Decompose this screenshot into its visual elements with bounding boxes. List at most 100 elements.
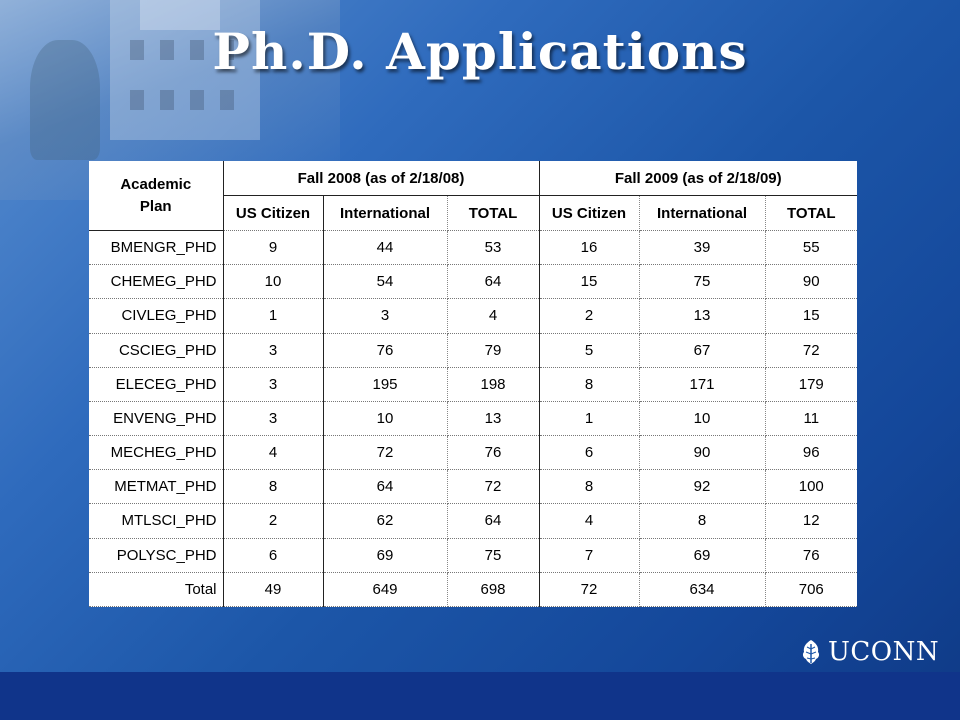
- value-cell: 4: [447, 298, 540, 334]
- value-cell: 634: [639, 572, 766, 608]
- value-cell: 198: [447, 367, 540, 402]
- value-cell: 2: [539, 298, 640, 334]
- value-cell: 76: [447, 435, 540, 471]
- background-tree: [30, 40, 100, 160]
- academic-plan-header: Academic Plan: [89, 161, 224, 231]
- value-cell: 8: [639, 503, 766, 539]
- oak-leaf-icon: [802, 640, 820, 664]
- value-cell: 44: [323, 230, 448, 266]
- value-cell: 3: [223, 401, 324, 437]
- plan-cell: CHEMEG_PHD: [89, 264, 224, 300]
- plan-cell: CIVLEG_PHD: [89, 298, 224, 334]
- value-cell: 69: [323, 538, 448, 573]
- table-row: ELECEG_PHD 3 195 198 8 171 179: [89, 367, 858, 402]
- value-cell: 4: [223, 435, 324, 471]
- value-cell: 100: [765, 469, 858, 505]
- applications-table: Academic Plan Fall 2008 (as of 2/18/08) …: [89, 161, 858, 608]
- plan-cell: Total: [89, 572, 224, 608]
- value-cell: 171: [639, 367, 766, 402]
- slide-title: Ph.D. Applications: [212, 22, 748, 81]
- table-row: ENVENG_PHD 3 10 13 1 10 11: [89, 401, 858, 437]
- plan-cell: MECHEG_PHD: [89, 435, 224, 471]
- value-cell: 7: [539, 538, 640, 573]
- value-cell: 8: [539, 367, 640, 402]
- fall-2009-header: Fall 2009 (as of 2/18/09): [539, 161, 858, 196]
- value-cell: 75: [639, 264, 766, 300]
- value-cell: 69: [639, 538, 766, 573]
- value-cell: 75: [447, 538, 540, 573]
- value-cell: 53: [447, 230, 540, 266]
- plan-cell: BMENGR_PHD: [89, 230, 224, 266]
- value-cell: 64: [447, 503, 540, 539]
- value-cell: 15: [765, 298, 858, 334]
- table-row: CSCIEG_PHD 3 76 79 5 67 72: [89, 333, 858, 368]
- value-cell: 76: [323, 333, 448, 368]
- value-cell: 6: [223, 538, 324, 573]
- value-cell: 11: [765, 401, 858, 437]
- col-header-total-2008: TOTAL: [447, 195, 540, 231]
- col-header-international-2008: International: [323, 195, 448, 231]
- value-cell: 9: [223, 230, 324, 266]
- table-row: CIVLEG_PHD 1 3 4 2 13 15: [89, 298, 858, 334]
- value-cell: 92: [639, 469, 766, 505]
- footer-band: [0, 672, 960, 720]
- table-row: MTLSCI_PHD 2 62 64 4 8 12: [89, 503, 858, 539]
- value-cell: 179: [765, 367, 858, 402]
- plan-cell: ENVENG_PHD: [89, 401, 224, 437]
- table-row: Total 49 649 698 72 634 706: [89, 572, 858, 608]
- table-row: BMENGR_PHD 9 44 53 16 39 55: [89, 230, 858, 266]
- value-cell: 90: [639, 435, 766, 471]
- value-cell: 1: [539, 401, 640, 437]
- value-cell: 698: [447, 572, 540, 608]
- background-roof: [140, 0, 220, 30]
- table-row: POLYSC_PHD 6 69 75 7 69 76: [89, 538, 858, 573]
- value-cell: 72: [323, 435, 448, 471]
- table-row: CHEMEG_PHD 10 54 64 15 75 90: [89, 264, 858, 300]
- value-cell: 15: [539, 264, 640, 300]
- value-cell: 49: [223, 572, 324, 608]
- value-cell: 96: [765, 435, 858, 471]
- table-row: MECHEG_PHD 4 72 76 6 90 96: [89, 435, 858, 471]
- value-cell: 72: [447, 469, 540, 505]
- plan-cell: ELECEG_PHD: [89, 367, 224, 402]
- value-cell: 55: [765, 230, 858, 266]
- value-cell: 5: [539, 333, 640, 368]
- plan-cell: METMAT_PHD: [89, 469, 224, 505]
- plan-cell: POLYSC_PHD: [89, 538, 224, 573]
- col-header-total-2009: TOTAL: [765, 195, 858, 231]
- plan-cell: MTLSCI_PHD: [89, 503, 224, 539]
- value-cell: 76: [765, 538, 858, 573]
- value-cell: 8: [223, 469, 324, 505]
- value-cell: 10: [639, 401, 766, 437]
- value-cell: 12: [765, 503, 858, 539]
- background-building: [110, 0, 260, 140]
- value-cell: 706: [765, 572, 858, 608]
- value-cell: 3: [223, 367, 324, 402]
- value-cell: 79: [447, 333, 540, 368]
- value-cell: 16: [539, 230, 640, 266]
- value-cell: 6: [539, 435, 640, 471]
- value-cell: 13: [447, 401, 540, 437]
- value-cell: 13: [639, 298, 766, 334]
- value-cell: 10: [323, 401, 448, 437]
- value-cell: 62: [323, 503, 448, 539]
- col-header-international-2009: International: [639, 195, 766, 231]
- value-cell: 649: [323, 572, 448, 608]
- col-header-us-citizen-2009: US Citizen: [539, 195, 640, 231]
- value-cell: 1: [223, 298, 324, 334]
- uconn-wordmark: UCONN: [828, 637, 940, 667]
- value-cell: 2: [223, 503, 324, 539]
- value-cell: 67: [639, 333, 766, 368]
- value-cell: 64: [447, 264, 540, 300]
- value-cell: 54: [323, 264, 448, 300]
- value-cell: 3: [223, 333, 324, 368]
- value-cell: 72: [539, 572, 640, 608]
- fall-2008-header: Fall 2008 (as of 2/18/08): [223, 161, 540, 196]
- value-cell: 8: [539, 469, 640, 505]
- value-cell: 3: [323, 298, 448, 334]
- uconn-logo: UCONN: [800, 632, 939, 672]
- table-row: METMAT_PHD 8 64 72 8 92 100: [89, 469, 858, 505]
- value-cell: 4: [539, 503, 640, 539]
- plan-cell: CSCIEG_PHD: [89, 333, 224, 368]
- value-cell: 72: [765, 333, 858, 368]
